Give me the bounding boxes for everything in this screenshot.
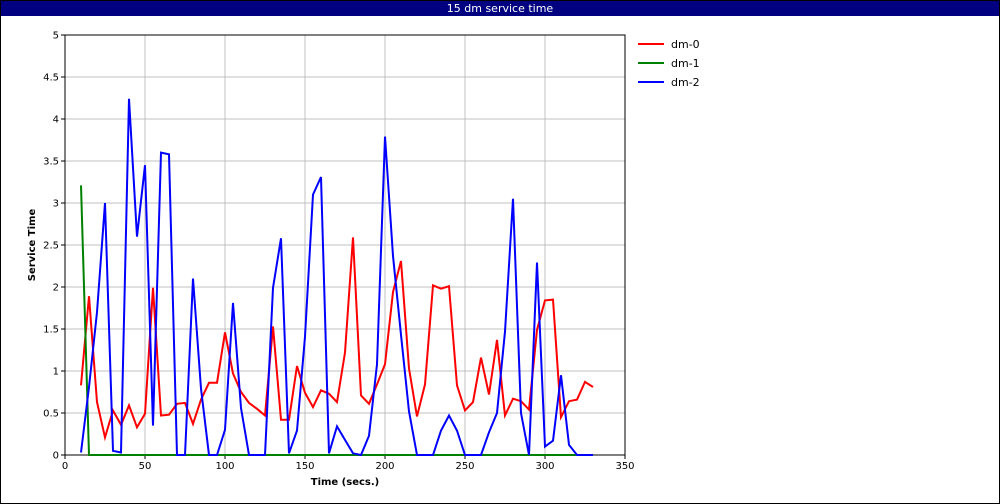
y-tick-label: 5	[53, 31, 59, 42]
x-tick-label: 100	[215, 461, 234, 472]
y-tick-label: 0	[53, 451, 59, 462]
series-group	[80, 98, 594, 457]
x-tick-label: 250	[455, 461, 474, 472]
x-tick-label: 350	[615, 461, 634, 472]
y-tick-label: 1	[53, 367, 59, 378]
y-tick-label: 4.5	[43, 73, 59, 84]
y-axis: 0 0.5 1 1.5 2 2.5 3 3.5 4 4.5 5	[43, 31, 65, 462]
y-tick-label: 1.5	[43, 325, 59, 336]
legend-label-dm-1: dm-1	[671, 57, 700, 70]
y-tick-label: 3.5	[43, 157, 59, 168]
y-tick-label: 2	[53, 283, 59, 294]
y-tick-label: 3	[53, 199, 59, 210]
x-axis-label: Time (secs.)	[311, 477, 380, 488]
x-tick-label: 150	[295, 461, 314, 472]
series-line-dm-2	[80, 98, 593, 457]
y-axis-label: Service Time	[27, 209, 38, 282]
y-tick-label: 0.5	[43, 409, 59, 420]
series-line-dm-0	[80, 237, 594, 442]
y-tick-label: 4	[53, 115, 59, 126]
grid	[64, 34, 626, 456]
x-tick-label: 200	[375, 461, 394, 472]
legend: dm-0 dm-1 dm-2	[638, 38, 700, 89]
x-axis: 0 50 100 150 200 250 300 350	[62, 455, 635, 472]
x-tick-label: 50	[139, 461, 152, 472]
x-tick-label: 300	[535, 461, 554, 472]
series-line-dm-1	[80, 185, 593, 456]
x-tick-label: 0	[62, 461, 68, 472]
y-tick-label: 2.5	[43, 241, 59, 252]
legend-label-dm-0: dm-0	[671, 38, 700, 51]
chart-title: 15 dm service time	[1, 1, 999, 16]
legend-label-dm-2: dm-2	[671, 76, 700, 89]
